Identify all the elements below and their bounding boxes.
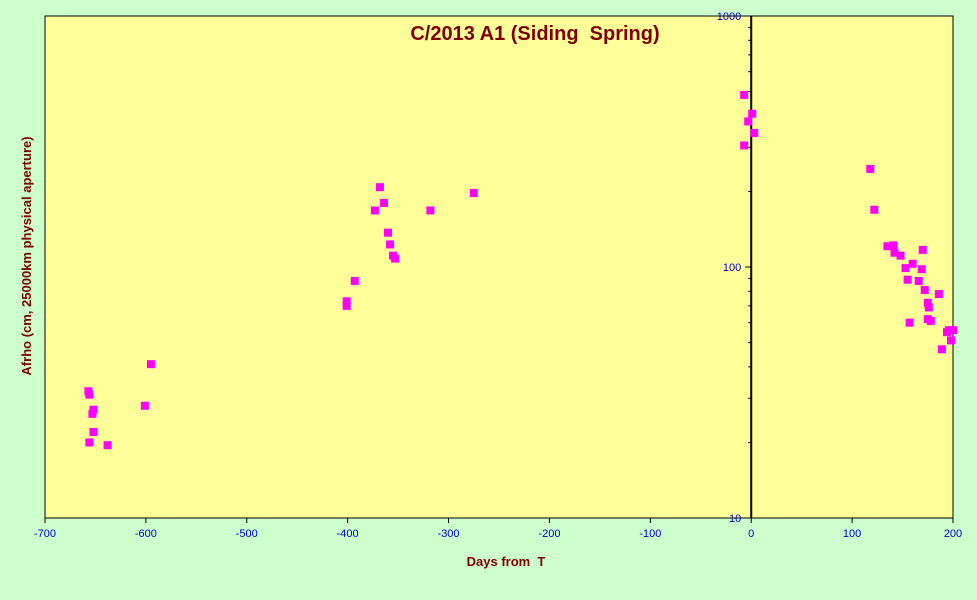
y-axis-title: Afrho (cm, 25000km physical aperture): [19, 136, 34, 375]
data-point: [342, 301, 351, 310]
data-point: [946, 336, 955, 345]
data-point: [146, 360, 155, 369]
data-point: [375, 183, 384, 192]
x-axis-title: Days from T: [467, 554, 546, 569]
y-tick-label: 100: [723, 262, 741, 274]
y-tick-label: 1000: [717, 11, 741, 23]
data-point: [896, 251, 905, 260]
data-point: [469, 189, 478, 198]
data-point: [920, 285, 929, 294]
data-point: [748, 109, 757, 118]
data-point: [949, 326, 957, 335]
data-point: [917, 265, 926, 274]
data-point: [85, 438, 94, 447]
data-point: [901, 264, 910, 273]
data-point: [744, 117, 753, 126]
data-point: [391, 254, 400, 263]
data-point: [905, 318, 914, 327]
x-tick-label: -400: [337, 528, 359, 540]
x-tick-label: -300: [438, 528, 460, 540]
data-points: [84, 90, 957, 450]
data-point: [870, 205, 879, 214]
x-tick-label: -200: [538, 528, 560, 540]
y-axis-ticks: 10 100 1000: [717, 11, 752, 525]
x-tick-label: 200: [944, 528, 962, 540]
data-point: [903, 275, 912, 284]
data-point: [890, 248, 899, 257]
data-point: [386, 240, 395, 249]
x-tick-label: -500: [236, 528, 258, 540]
data-point: [944, 326, 953, 335]
data-point: [750, 128, 759, 137]
data-point: [384, 228, 393, 237]
data-point: [937, 345, 946, 354]
data-point: [926, 316, 935, 325]
data-point: [889, 241, 898, 250]
x-axis-ticks: -700 -600 -500 -400 -300 -200 -100 0 100 200: [34, 518, 962, 540]
x-tick-label: -700: [34, 528, 56, 540]
data-point: [140, 401, 149, 410]
data-point: [350, 276, 359, 285]
data-point: [914, 276, 923, 285]
data-point: [426, 206, 435, 215]
data-point: [740, 90, 749, 99]
x-tick-label: -100: [639, 528, 661, 540]
data-point: [89, 428, 98, 437]
data-point: [923, 298, 932, 307]
chart-title: C/2013 A1 (Siding Spring): [410, 23, 659, 45]
data-point: [342, 297, 351, 306]
data-point: [740, 141, 749, 150]
data-point: [88, 409, 97, 418]
data-point: [85, 390, 94, 399]
data-point: [934, 290, 943, 299]
data-point: [379, 198, 388, 207]
data-point: [908, 259, 917, 268]
y-tick-label: 10: [729, 513, 741, 525]
x-tick-label: -600: [135, 528, 157, 540]
plot-area: [44, 15, 954, 519]
x-tick-label: 100: [843, 528, 861, 540]
data-point: [89, 405, 98, 414]
data-point: [883, 242, 892, 251]
data-point: [924, 303, 933, 312]
data-point: [866, 164, 875, 173]
data-point: [918, 245, 927, 254]
data-point: [103, 441, 112, 450]
data-point: [370, 206, 379, 215]
x-tick-label: 0: [748, 528, 754, 540]
